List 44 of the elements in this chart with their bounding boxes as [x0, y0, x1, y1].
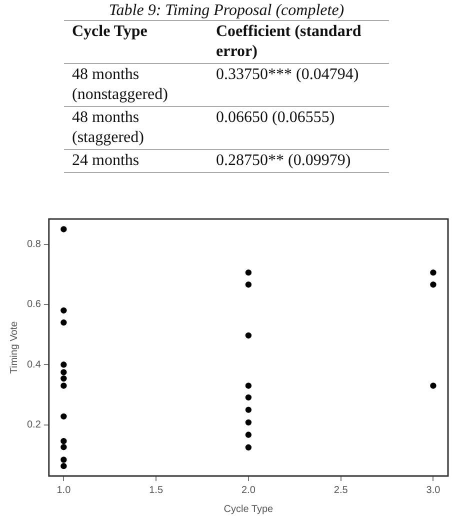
point [245, 394, 252, 401]
point [245, 444, 252, 451]
point [60, 456, 67, 463]
point [60, 307, 67, 314]
text: 0.28750** (0.09979) [208, 150, 389, 172]
point [60, 375, 67, 382]
point [430, 382, 436, 389]
text: Table 9: Timing Proposal (complete) [108, 2, 346, 20]
text: Coefficient (standard error) [208, 20, 389, 64]
point [245, 269, 252, 276]
point [245, 282, 252, 288]
point [60, 362, 67, 368]
point [245, 419, 252, 426]
text: 0.33750*** (0.04794) [208, 64, 389, 106]
x-tick-label: 1.5 [149, 484, 164, 496]
text: Cycle Type [64, 20, 208, 64]
y-tick-label: 0.8 [26, 239, 42, 250]
y-axis-title: Timing Vote [8, 320, 20, 374]
point [430, 282, 436, 288]
point [245, 432, 252, 438]
point [60, 413, 67, 420]
point [60, 369, 67, 376]
y-tick-label: 0.2 [26, 420, 42, 431]
point [245, 406, 252, 413]
point [60, 444, 67, 450]
point [60, 226, 67, 232]
point [245, 382, 252, 389]
x-tick-label: 3.0 [426, 484, 441, 496]
text: 48 months (nonstaggered) [64, 64, 208, 106]
point [60, 438, 67, 444]
x-tick-label: 2.5 [334, 484, 348, 496]
y-tick-label: 0.4 [26, 359, 42, 370]
text: 24 months [64, 150, 208, 172]
x-tick-label: 1.0 [56, 484, 72, 496]
y-tick-label: 0.6 [26, 299, 42, 310]
point [245, 332, 252, 339]
x-axis-title: Cycle Type [224, 504, 274, 515]
text: 0.06650 (0.06555) [208, 106, 389, 150]
point [60, 319, 67, 326]
text: 48 months (staggered) [64, 106, 208, 150]
point [60, 382, 67, 389]
point [430, 269, 436, 276]
point [60, 462, 67, 470]
x-tick-label: 2.0 [242, 484, 256, 496]
